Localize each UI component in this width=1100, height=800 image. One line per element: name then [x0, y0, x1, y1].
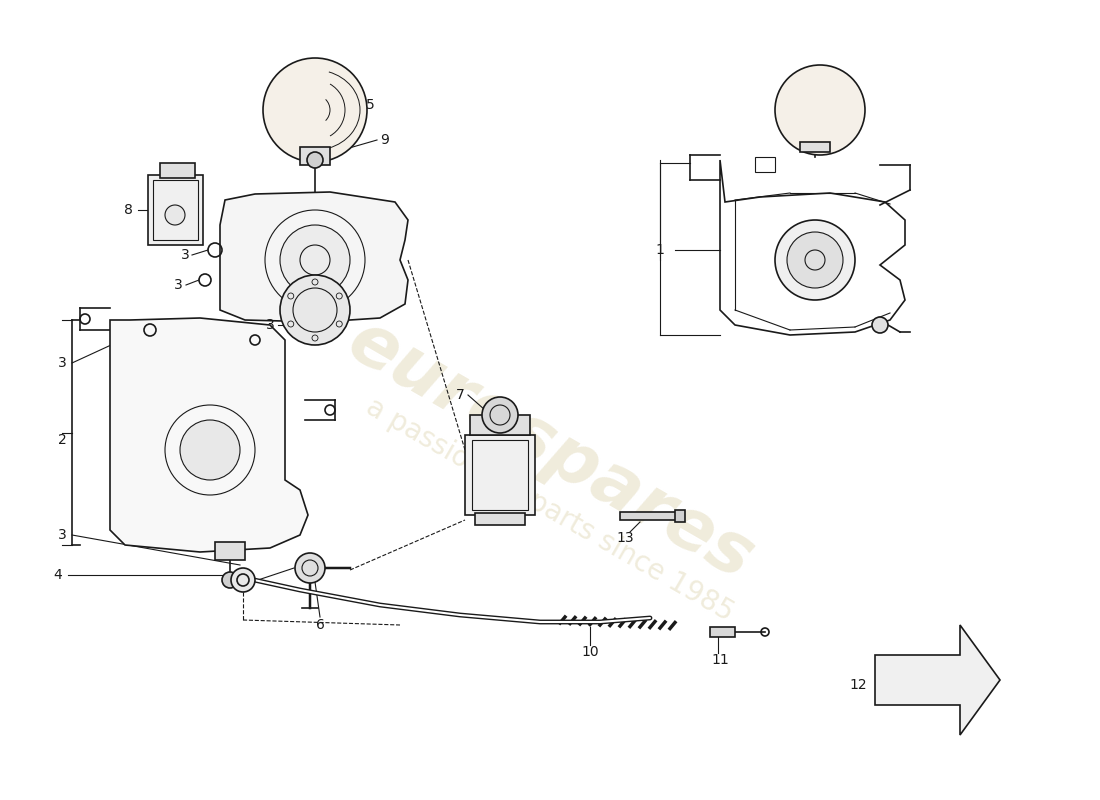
Bar — [160, 163, 195, 178]
Text: 2: 2 — [57, 433, 66, 447]
Bar — [475, 513, 525, 525]
Bar — [153, 180, 198, 240]
Circle shape — [872, 317, 888, 333]
Polygon shape — [110, 318, 308, 552]
Circle shape — [776, 65, 865, 155]
Text: 3: 3 — [265, 318, 274, 332]
Text: 13: 13 — [616, 531, 634, 545]
Circle shape — [180, 420, 240, 480]
Text: 9: 9 — [381, 133, 389, 147]
Bar — [465, 435, 535, 515]
Circle shape — [776, 220, 855, 300]
Circle shape — [295, 553, 324, 583]
Bar — [214, 542, 245, 560]
Text: 10: 10 — [581, 645, 598, 659]
Circle shape — [482, 397, 518, 433]
Text: 3: 3 — [174, 278, 183, 292]
Circle shape — [280, 225, 350, 295]
Text: 3: 3 — [180, 248, 189, 262]
Text: 4: 4 — [54, 568, 63, 582]
Bar — [710, 627, 735, 637]
Polygon shape — [874, 625, 1000, 735]
Bar — [148, 175, 204, 245]
Circle shape — [231, 568, 255, 592]
Text: 8: 8 — [123, 203, 132, 217]
Bar — [620, 512, 680, 520]
Text: 3: 3 — [310, 293, 319, 307]
Circle shape — [263, 58, 367, 162]
Bar — [755, 157, 775, 172]
Text: 5: 5 — [365, 98, 374, 112]
Text: 7: 7 — [455, 388, 464, 402]
Bar — [800, 142, 830, 152]
Bar — [472, 440, 528, 510]
Text: 12: 12 — [849, 678, 867, 692]
Bar — [300, 147, 330, 165]
Circle shape — [222, 572, 238, 588]
Text: 3: 3 — [57, 528, 66, 542]
Text: 1: 1 — [656, 243, 664, 257]
Circle shape — [280, 275, 350, 345]
Polygon shape — [220, 192, 408, 322]
Text: a passion for parts since 1985: a passion for parts since 1985 — [361, 393, 739, 627]
Bar — [675, 510, 685, 522]
Circle shape — [786, 232, 843, 288]
Circle shape — [307, 152, 323, 168]
Text: 3: 3 — [57, 356, 66, 370]
Text: 11: 11 — [711, 653, 729, 667]
Text: eurospares: eurospares — [336, 306, 764, 594]
Bar — [470, 415, 530, 435]
Text: 6: 6 — [316, 618, 324, 632]
Circle shape — [165, 205, 185, 225]
